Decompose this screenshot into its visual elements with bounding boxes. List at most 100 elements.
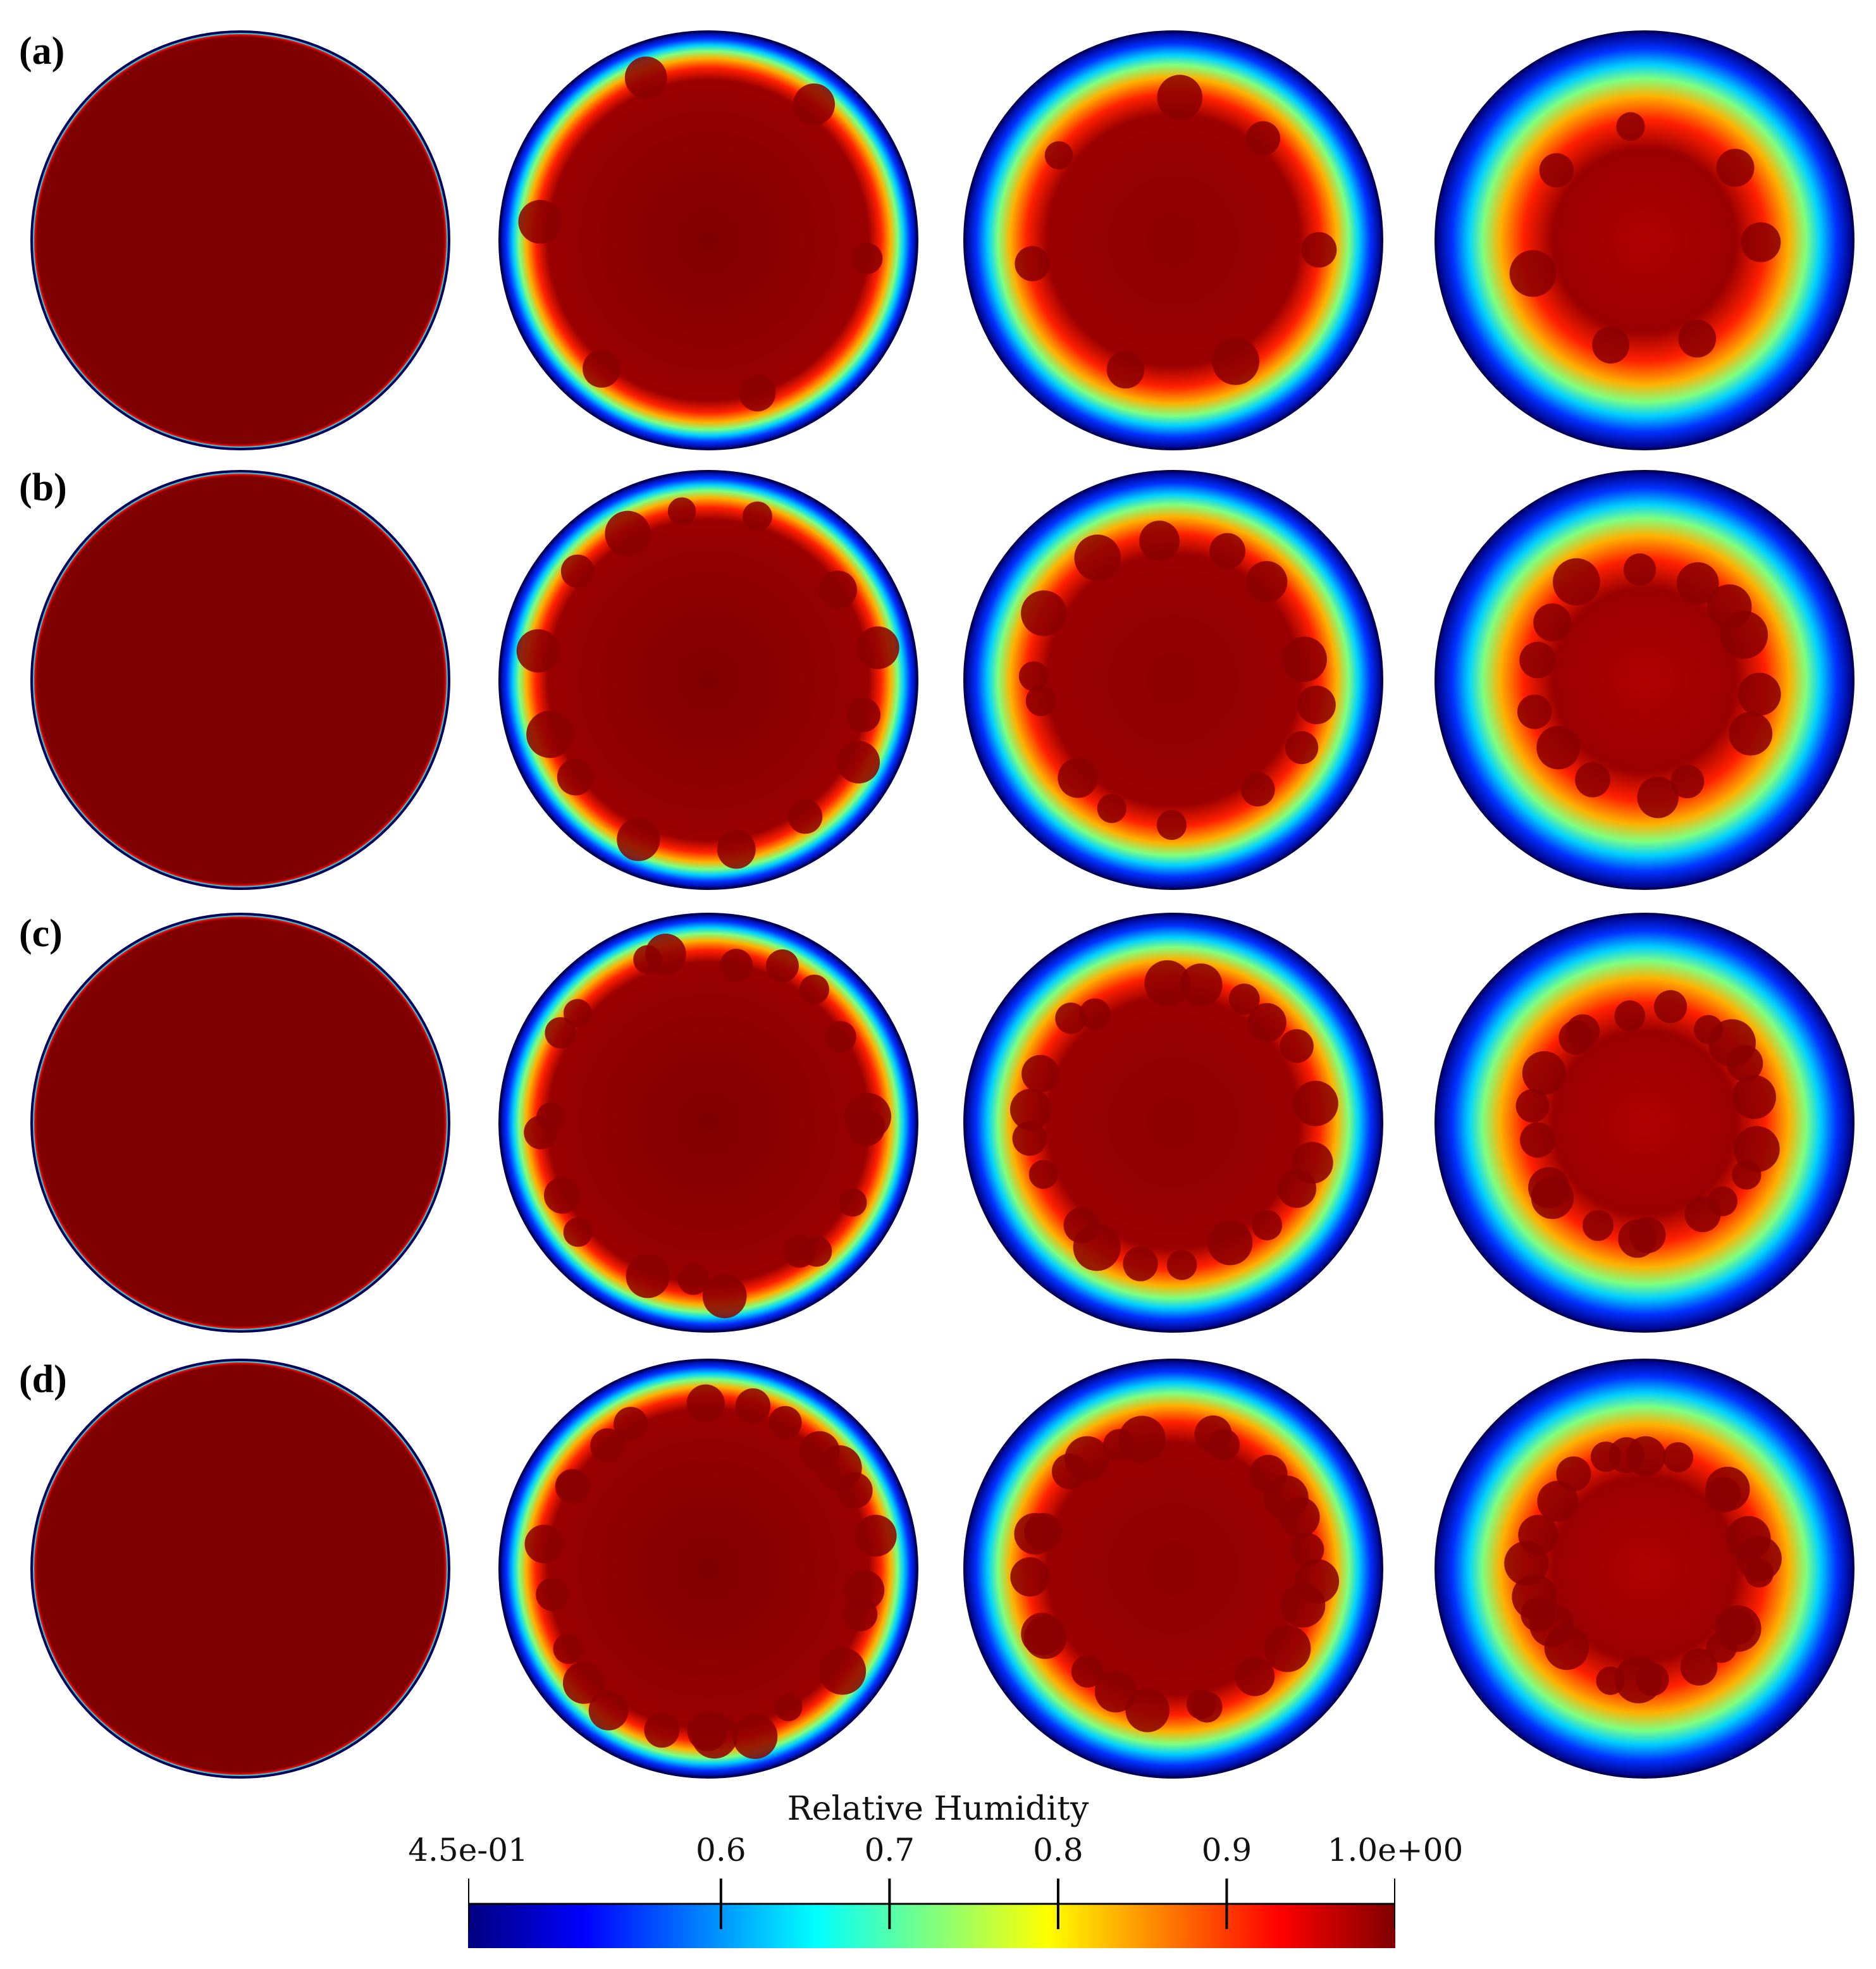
humidity-disc: [1436, 1360, 1853, 1777]
disc-outline: [1435, 913, 1854, 1333]
saturated-cluster: [768, 1405, 802, 1439]
saturated-cluster: [1539, 153, 1574, 188]
disc-outline: [1435, 30, 1854, 450]
saturated-cluster: [553, 1633, 584, 1664]
saturated-cluster: [1736, 1536, 1782, 1581]
saturated-cluster: [1157, 75, 1203, 120]
saturated-cluster: [687, 1711, 728, 1751]
saturated-cluster: [1186, 1689, 1216, 1720]
saturated-cluster: [624, 56, 667, 99]
saturated-cluster: [1264, 1625, 1311, 1672]
saturated-cluster: [1653, 990, 1688, 1023]
saturated-cluster: [1520, 1122, 1556, 1158]
row-label: (a): [19, 30, 65, 73]
saturated-cluster: [626, 1254, 670, 1299]
saturated-cluster: [1680, 1648, 1718, 1686]
humidity-panel-grid: (a) (b) (c) (d): [19, 25, 1860, 1784]
saturated-cluster: [1079, 998, 1111, 1030]
saturated-cluster: [563, 999, 592, 1028]
disc-outline: [963, 470, 1383, 890]
colorbar-tick-label: 0.6: [696, 1832, 746, 1868]
saturated-cluster: [1106, 350, 1145, 389]
saturated-cluster: [1139, 521, 1180, 561]
saturated-cluster: [516, 629, 560, 673]
saturated-cluster: [1509, 250, 1557, 297]
saturated-cluster: [1235, 1657, 1275, 1696]
disc-outline: [30, 30, 450, 450]
humidity-disc: [1436, 32, 1853, 449]
saturated-cluster: [560, 554, 595, 588]
saturated-cluster: [518, 200, 562, 244]
saturated-cluster: [1055, 1003, 1087, 1034]
disc-outline: [498, 30, 918, 450]
saturated-cluster: [1018, 661, 1049, 691]
saturated-cluster: [1517, 694, 1552, 729]
saturated-cluster: [836, 1472, 873, 1509]
saturated-cluster: [1245, 561, 1288, 603]
saturated-cluster: [1716, 149, 1755, 187]
disc-outline: [963, 1359, 1383, 1779]
saturated-cluster: [1618, 1219, 1657, 1258]
saturated-cluster: [793, 83, 836, 126]
saturated-cluster: [1208, 1429, 1240, 1461]
saturated-cluster: [1536, 725, 1581, 770]
saturated-cluster: [1729, 712, 1773, 756]
saturated-cluster: [1596, 1666, 1625, 1695]
saturated-cluster: [1065, 1436, 1110, 1481]
saturated-cluster: [1553, 558, 1600, 606]
saturated-cluster: [617, 818, 660, 861]
saturated-cluster: [1094, 1670, 1137, 1713]
saturated-cluster: [1240, 772, 1275, 806]
saturated-cluster: [583, 349, 621, 388]
humidity-disc-panel: [1429, 25, 1860, 455]
saturated-cluster: [1522, 1051, 1567, 1096]
saturated-cluster: [677, 1263, 709, 1295]
saturated-cluster: [1212, 337, 1259, 385]
colorbar-gradient: [468, 1904, 1395, 1948]
saturated-cluster: [563, 1218, 593, 1247]
colorbar: [468, 1879, 1395, 1948]
disc-outline: [498, 1359, 918, 1779]
saturated-cluster: [557, 1470, 588, 1501]
saturated-cluster: [1024, 1512, 1062, 1551]
saturated-cluster: [818, 571, 857, 609]
saturated-cluster: [557, 758, 594, 796]
humidity-disc-panel: [25, 25, 455, 455]
saturated-cluster: [1515, 1089, 1550, 1123]
saturated-cluster: [1125, 1688, 1169, 1732]
saturated-cluster: [1071, 1655, 1104, 1688]
saturated-cluster: [1010, 1557, 1050, 1597]
saturated-cluster: [1021, 1612, 1064, 1655]
saturated-cluster: [732, 1713, 778, 1759]
saturated-cluster: [717, 830, 756, 869]
saturated-cluster: [1614, 1000, 1646, 1032]
saturated-cluster: [1592, 326, 1630, 364]
saturated-cluster: [1179, 963, 1223, 1007]
saturated-cluster: [782, 1234, 817, 1268]
saturated-cluster: [1670, 765, 1705, 799]
saturated-cluster: [536, 1577, 569, 1611]
saturated-cluster: [799, 974, 829, 1004]
saturated-cluster: [1678, 319, 1717, 358]
humidity-disc-panel: [958, 465, 1388, 895]
saturated-cluster: [774, 1693, 803, 1722]
humidity-disc: [1436, 914, 1853, 1331]
saturated-cluster: [1706, 1632, 1737, 1663]
saturated-cluster: [1123, 1246, 1158, 1281]
saturated-cluster: [1228, 984, 1260, 1015]
row-label: (c): [19, 912, 63, 955]
saturated-cluster: [1277, 1169, 1317, 1208]
saturated-cluster: [743, 501, 772, 531]
saturated-cluster: [1280, 1029, 1314, 1063]
saturated-cluster: [1637, 776, 1679, 818]
saturated-cluster: [1245, 121, 1281, 156]
disc-outline: [963, 30, 1383, 450]
saturated-cluster: [1533, 603, 1572, 642]
saturated-cluster: [1518, 1514, 1558, 1555]
saturated-cluster: [588, 1690, 629, 1731]
saturated-cluster: [526, 710, 574, 758]
disc-outline: [498, 470, 918, 890]
saturated-cluster: [1015, 246, 1050, 281]
humidity-disc-panel: [493, 908, 923, 1338]
humidity-disc-panel: [493, 1354, 923, 1784]
